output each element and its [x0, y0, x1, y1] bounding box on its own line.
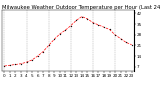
- Text: Milwaukee Weather Outdoor Temperature per Hour (Last 24 Hours): Milwaukee Weather Outdoor Temperature pe…: [2, 5, 160, 10]
